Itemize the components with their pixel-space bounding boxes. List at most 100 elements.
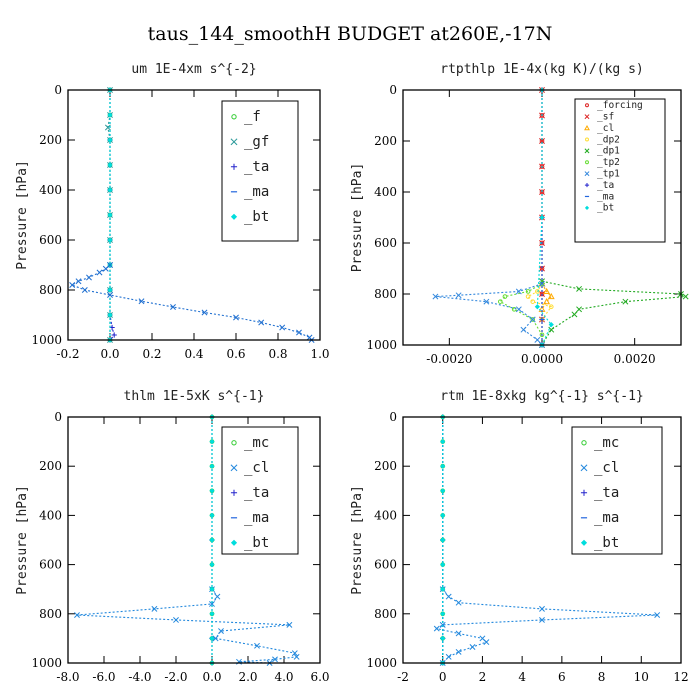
legend-item: _ma <box>580 510 619 526</box>
legend-marker <box>230 138 238 146</box>
x-tick-label: 0.6 <box>226 347 245 361</box>
x-tick-label: -2 <box>397 670 409 684</box>
y-axis-label: Pressure [hPa] <box>15 160 30 270</box>
chart-panels: um 1E-4xm s^{-2}Pressure [hPa]0200400600… <box>15 62 689 684</box>
series-bt <box>534 87 554 348</box>
legend-item: _ma <box>584 191 614 202</box>
x-tick-label: 8 <box>598 670 606 684</box>
legend-label: _dp2 <box>597 134 620 145</box>
x-tick-label: 2.0 <box>238 670 257 684</box>
y-tick-label: 1000 <box>366 656 397 670</box>
data-point <box>111 332 117 338</box>
legend-marker <box>230 163 238 170</box>
data-point <box>151 605 158 612</box>
y-tick-label: 800 <box>39 283 62 297</box>
legend-item: _ta <box>584 180 614 191</box>
data-point <box>548 326 555 333</box>
data-point <box>96 269 103 276</box>
x-tick-label: 0.0 <box>202 670 221 684</box>
y-tick-label: 600 <box>39 558 62 572</box>
data-point <box>75 278 82 285</box>
data-point <box>233 314 239 321</box>
data-point <box>525 289 531 294</box>
legend-label: _cl <box>244 460 269 476</box>
data-point <box>440 439 446 445</box>
data-point <box>69 282 76 288</box>
data-point <box>455 292 462 299</box>
data-point <box>535 289 540 294</box>
y-axis-label: Pressure [hPa] <box>350 163 365 273</box>
legend-label: _dp1 <box>597 146 620 157</box>
y-tick-label: 200 <box>374 459 397 473</box>
data-point <box>107 162 113 168</box>
legend: _f _gf _ta _ma _bt <box>221 100 299 242</box>
legend-item: _gf <box>230 134 269 150</box>
data-point <box>682 293 689 300</box>
legend-item: _sf <box>584 112 614 123</box>
legend-label: _tp2 <box>597 157 620 168</box>
data-point <box>539 332 545 338</box>
data-point <box>209 611 215 617</box>
data-point <box>571 311 578 318</box>
legend-item: _bt <box>230 209 269 225</box>
legend-label: _ta <box>597 180 614 191</box>
x-tick-label: 1.0 <box>310 347 329 361</box>
legend-marker <box>230 539 238 546</box>
data-point <box>440 562 446 568</box>
series-cl <box>433 586 661 666</box>
data-point <box>440 512 446 518</box>
x-tick-label: 0.0 <box>100 347 119 361</box>
y-tick-label: 800 <box>39 607 62 621</box>
legend-item: _ta <box>230 485 269 501</box>
y-tick-label: 800 <box>374 287 397 301</box>
data-point <box>272 656 278 663</box>
chart-panel-3: thlm 1E-5xK s^{-1} Pressure [hPa] 0 200 400 6… <box>15 389 330 684</box>
x-tick-label: -2.0 <box>164 670 187 684</box>
legend-box <box>221 426 299 555</box>
legend-item: _cl <box>230 460 269 476</box>
data-point <box>515 288 522 295</box>
data-point <box>173 616 179 623</box>
y-tick-label: 600 <box>39 233 62 247</box>
legend-label: _bt <box>244 535 269 551</box>
x-tick-label: -6.0 <box>92 670 115 684</box>
data-point <box>654 612 661 618</box>
data-point <box>209 586 215 592</box>
legend-label: _bt <box>244 209 269 225</box>
legend-marker <box>580 489 588 496</box>
legend-label: _ta <box>244 485 269 501</box>
data-point <box>576 285 583 292</box>
data-point <box>209 537 215 543</box>
legend-marker <box>231 440 237 446</box>
x-tick-label: 0 <box>439 670 447 684</box>
plot-frame <box>402 416 682 664</box>
data-point <box>209 601 215 607</box>
data-point <box>455 630 462 637</box>
legend-marker <box>584 182 590 188</box>
legend-marker <box>230 464 238 472</box>
x-tick-label: -8.0 <box>56 670 79 684</box>
data-point <box>440 537 446 543</box>
data-point <box>539 138 545 144</box>
legend-label: _bt <box>594 535 619 551</box>
data-point <box>209 562 215 568</box>
legend-item: _cl <box>584 123 614 134</box>
legend-item: _cl <box>580 460 619 476</box>
data-point <box>483 639 490 646</box>
data-point <box>440 463 446 469</box>
legend-item: _f <box>231 109 261 125</box>
data-point <box>534 304 540 310</box>
data-point <box>530 299 536 304</box>
x-tick-label: 4 <box>518 670 526 684</box>
data-point <box>107 312 113 318</box>
series-bt <box>209 414 215 666</box>
data-point <box>254 642 260 649</box>
x-tick-label: 2 <box>479 670 487 684</box>
chart-panel-4: rtm 1E-8xkg kg^{-1} s^{-1} Pressure [hPa]… <box>350 389 689 684</box>
data-point <box>104 124 111 131</box>
legend-marker <box>584 114 590 120</box>
data-point <box>209 635 215 641</box>
data-point <box>497 299 503 304</box>
plot-frame <box>67 89 321 341</box>
series-line <box>435 588 658 664</box>
